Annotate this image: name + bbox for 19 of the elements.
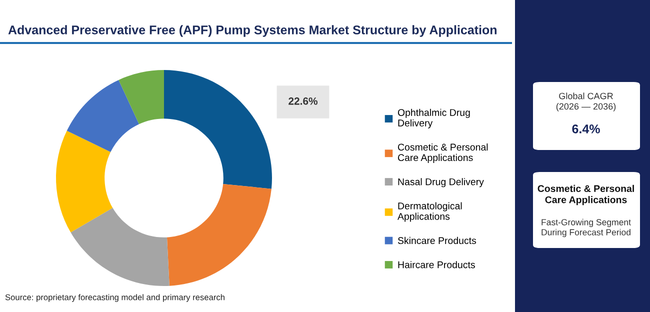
text: Global CAGR (2026 — 2036) bbox=[556, 92, 616, 112]
source-note: Source: proprietary forecasting model and primary research bbox=[5, 294, 224, 302]
legend-label: Dermatological Applications bbox=[398, 202, 462, 222]
text: Fast-Growing Segment During Forecast Period bbox=[542, 218, 631, 238]
legend-label: Haircare Products bbox=[398, 261, 475, 268]
donut-slice bbox=[70, 208, 170, 286]
legend-label: Nasal Drug Delivery bbox=[398, 178, 484, 188]
donut-slice bbox=[66, 80, 140, 152]
legend-label: Ophthalmic Drug Delivery bbox=[398, 108, 470, 128]
text: 6.4% bbox=[572, 124, 600, 134]
legend-label: Skincare Products bbox=[398, 236, 476, 244]
text: Cosmetic & Personal Care Applications bbox=[538, 184, 634, 206]
donut-slice bbox=[56, 130, 113, 232]
donut-slice bbox=[164, 70, 272, 189]
chart-title: Advanced Preservative Free (APF) Pump Systems Market Structure by Application bbox=[8, 25, 496, 37]
legend-label: Cosmetic & Personal Care Applications bbox=[398, 143, 488, 163]
text: 22.6% bbox=[288, 97, 318, 105]
donut-slice bbox=[118, 70, 164, 124]
donut-slice bbox=[166, 184, 272, 286]
